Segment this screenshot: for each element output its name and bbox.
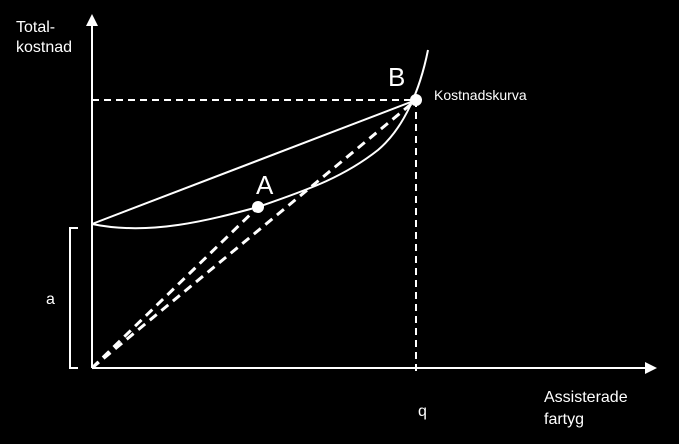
chord-a-to-b-line <box>91 99 417 225</box>
ray-origin-to-b <box>91 98 417 370</box>
curve-label: Kostnadskurva <box>434 87 527 103</box>
fixed-cost-bracket <box>69 227 78 369</box>
cost-curve <box>91 49 429 230</box>
x-axis-label-line1: Assisterade <box>544 389 628 406</box>
ray-origin-to-a <box>90 205 260 370</box>
point-a-marker <box>252 201 264 213</box>
quantity-label: q <box>418 403 427 420</box>
point-b-marker <box>410 94 422 106</box>
point-a-label: A <box>256 170 274 200</box>
fixed-cost-label: a <box>46 291 55 308</box>
point-b-label: B <box>388 62 405 92</box>
x-axis-label-line2: fartyg <box>544 411 584 428</box>
y-axis-label-line2: kostnad <box>16 39 72 56</box>
y-axis-label-line1: Total- <box>16 19 55 36</box>
